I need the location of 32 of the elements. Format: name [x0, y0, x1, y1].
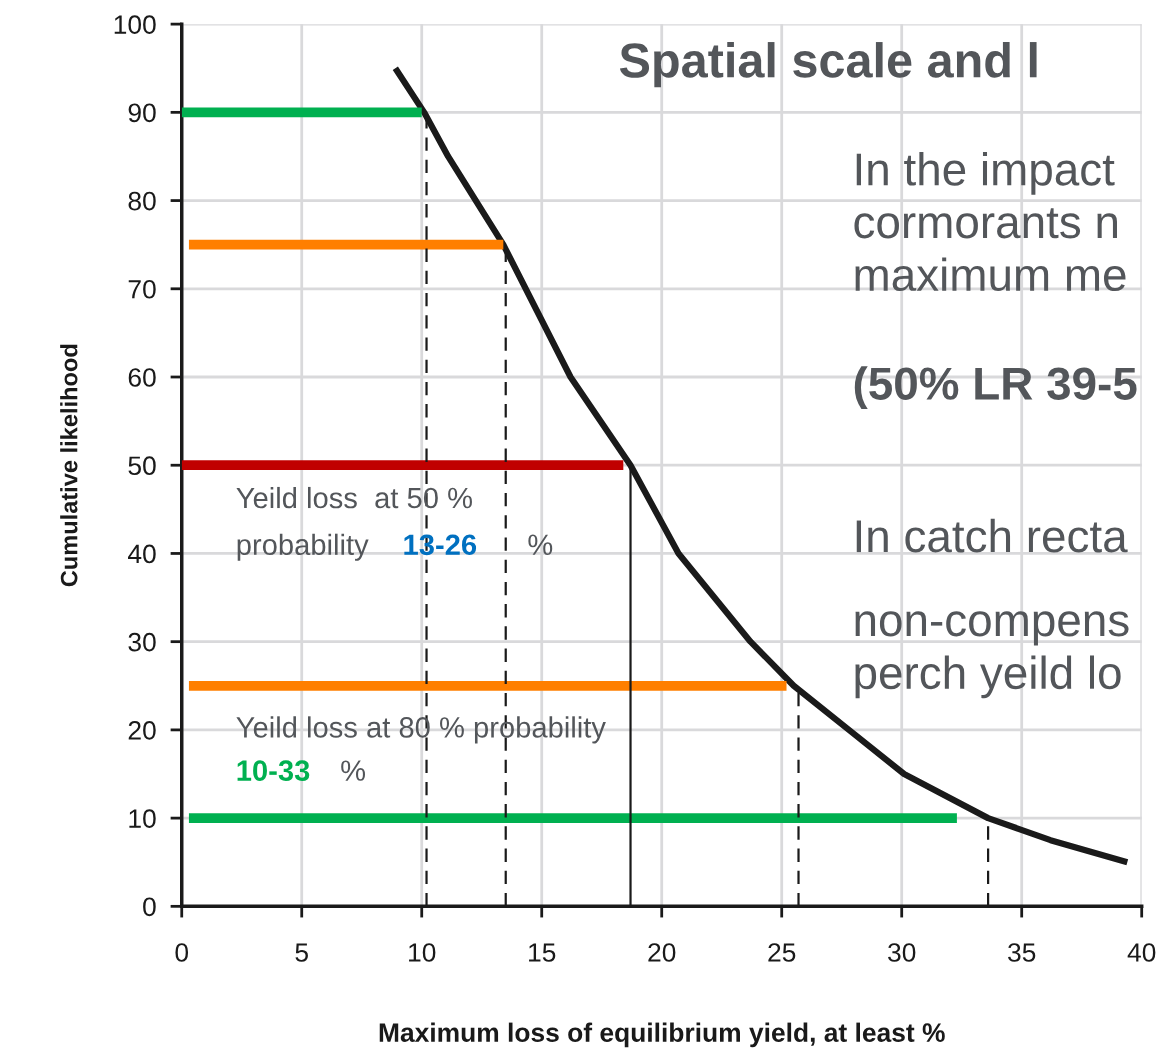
y-tick-label: 40	[128, 544, 156, 564]
annotation: non-compens perch yeild lo	[855, 611, 1129, 699]
annotation: In the impact cormorants n maximum me	[854, 152, 1126, 292]
y-tick-label: 90	[128, 103, 156, 123]
x-tick-label: 35	[1008, 943, 1036, 962]
x-tick-label: 30	[888, 943, 916, 962]
y-axis-title: Cumulative likelihood	[60, 344, 78, 587]
y-tick-label: 20	[128, 721, 156, 740]
annotation: %	[528, 534, 553, 555]
annotation: 10-33	[237, 760, 310, 781]
x-tick-label: 40	[1127, 943, 1156, 962]
x-axis-title: Maximum loss of equilibrium yield, at least %	[379, 1022, 945, 1048]
y-tick-label: 30	[128, 632, 156, 652]
annotation: (50% LR 39-5	[854, 366, 1137, 409]
y-tick-label: 60	[128, 368, 156, 387]
x-tick-label: 5	[295, 943, 308, 962]
x-tick-label: 10	[409, 943, 436, 962]
annotation: %	[341, 760, 366, 781]
x-tick-label: 0	[175, 943, 189, 962]
x-tick-label: 25	[768, 943, 796, 962]
y-tick-label: 0	[143, 897, 156, 917]
y-tick-label: 70	[128, 279, 156, 299]
y-tick-label: 100	[114, 15, 156, 34]
annotation: probability	[237, 533, 369, 561]
y-tick-label: 50	[128, 456, 156, 476]
annotation: In catch recta	[856, 518, 1128, 553]
y-tick-label: 10	[129, 809, 156, 828]
x-tick-label: 15	[529, 943, 556, 962]
chart-title: Spatial scale and l	[619, 42, 1037, 88]
x-tick-label: 20	[648, 943, 676, 962]
y-tick-label: 80	[128, 191, 156, 211]
annotation: Yeild loss at 80 % probability	[236, 716, 606, 744]
